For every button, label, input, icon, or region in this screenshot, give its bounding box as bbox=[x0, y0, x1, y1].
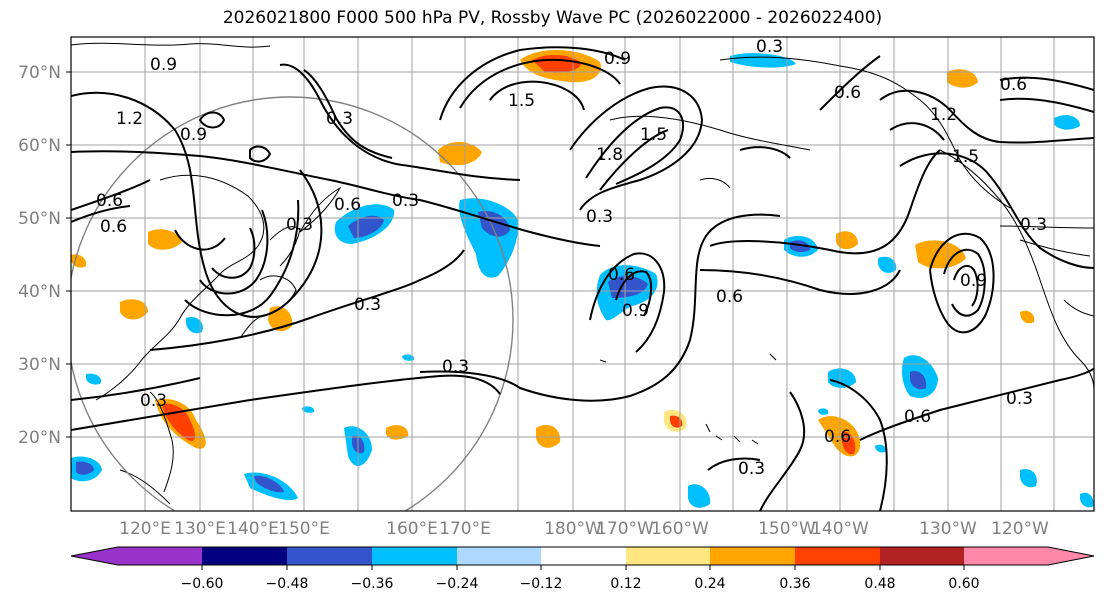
contour-label: 0.6 bbox=[716, 287, 743, 307]
colorbar-tick-label: −0.60 bbox=[181, 576, 224, 592]
contour-label: 1.2 bbox=[116, 109, 143, 129]
lon-label: 180°W bbox=[544, 519, 602, 539]
lat-label: 40°N bbox=[18, 282, 61, 302]
contour-label: 1.5 bbox=[640, 125, 667, 145]
contour-label: 0.6 bbox=[834, 83, 861, 103]
colorbar-segment bbox=[541, 547, 626, 565]
lon-label: 170°W bbox=[596, 519, 654, 539]
pv-anomaly-shading bbox=[71, 50, 1094, 508]
colorbar: −0.60 −0.48 −0.36 −0.24 −0.12 0.12 0.24 … bbox=[70, 546, 1095, 592]
contour-label: 0.3 bbox=[1020, 215, 1047, 235]
map-border bbox=[70, 36, 1095, 512]
lon-label: 130°E bbox=[174, 519, 226, 539]
colorbar-tick-label: 0.48 bbox=[864, 576, 895, 592]
contour-label: 1.5 bbox=[508, 91, 535, 111]
contour-labels: 0.9 0.3 0.9 0.6 0.6 1.2 0.9 1.5 1.8 1.5 … bbox=[96, 37, 1047, 479]
contour-label: 0.9 bbox=[960, 271, 987, 291]
colorbar-segment bbox=[795, 547, 880, 565]
colorbar-tick-label: 0.12 bbox=[610, 576, 641, 592]
lon-label: 170°E bbox=[439, 519, 491, 539]
colorbar-segment bbox=[71, 547, 118, 565]
contour-label: 0.3 bbox=[1006, 389, 1033, 409]
colorbar-segment bbox=[710, 547, 795, 565]
colorbar-tick-label: 0.24 bbox=[694, 576, 725, 592]
contour-label: 0.3 bbox=[326, 109, 353, 129]
contour-label: 1.2 bbox=[930, 105, 957, 125]
colorbar-segment bbox=[118, 547, 202, 565]
colorbar-segment bbox=[1048, 547, 1094, 565]
projection-circle bbox=[71, 96, 514, 511]
contour-label: 0.6 bbox=[608, 265, 635, 285]
colorbar-segment bbox=[372, 547, 457, 565]
contour-label: 0.6 bbox=[96, 191, 123, 211]
lon-label: 140°E bbox=[227, 519, 279, 539]
contour-label: 0.3 bbox=[738, 459, 765, 479]
lat-label: 50°N bbox=[18, 209, 61, 229]
contour-label: 0.3 bbox=[286, 215, 313, 235]
contour-label: 0.3 bbox=[442, 357, 469, 377]
lon-label: 120°E bbox=[119, 519, 171, 539]
colorbar-segment bbox=[202, 547, 287, 565]
contour-label: 0.9 bbox=[150, 55, 177, 75]
lat-label: 30°N bbox=[18, 355, 61, 375]
colorbar-segment bbox=[964, 547, 1048, 565]
longitude-axis: 120°E 130°E 140°E 150°E 160°E 170°E 180°… bbox=[119, 519, 1049, 539]
contour-label: 0.9 bbox=[622, 301, 649, 321]
colorbar-segment bbox=[287, 547, 372, 565]
colorbar-tick-label: −0.24 bbox=[436, 576, 479, 592]
colorbar-tick-label: −0.36 bbox=[351, 576, 394, 592]
contour-label: 0.3 bbox=[354, 295, 381, 315]
lon-label: 160°W bbox=[651, 519, 709, 539]
map-area bbox=[71, 37, 1094, 511]
contour-label: 0.3 bbox=[586, 207, 613, 227]
lat-label: 20°N bbox=[18, 428, 61, 448]
contour-label: 1.5 bbox=[952, 147, 979, 167]
colorbar-tick-label: −0.12 bbox=[520, 576, 563, 592]
contour-label: 0.6 bbox=[904, 407, 931, 427]
contour-label: 0.6 bbox=[334, 195, 361, 215]
lat-label: 60°N bbox=[18, 136, 61, 156]
contour-label: 0.9 bbox=[604, 49, 631, 69]
map-title: 2026021800 F000 500 hPa PV, Rossby Wave … bbox=[222, 8, 883, 28]
lon-label: 160°E bbox=[386, 519, 438, 539]
contour-label: 0.6 bbox=[100, 217, 127, 237]
contour-label: 0.9 bbox=[180, 125, 207, 145]
lon-label: 120°W bbox=[991, 519, 1049, 539]
colorbar-segment bbox=[626, 547, 710, 565]
colorbar-segment bbox=[880, 547, 964, 565]
contour-label: 0.6 bbox=[824, 427, 851, 447]
colorbar-segment bbox=[457, 547, 541, 565]
lon-label: 150°E bbox=[278, 519, 330, 539]
pv-contours bbox=[71, 46, 1094, 511]
contour-label: 0.3 bbox=[756, 37, 783, 57]
colorbar-tick-label: 0.36 bbox=[779, 576, 810, 592]
colorbar-tick-label: −0.48 bbox=[266, 576, 309, 592]
lat-label: 70°N bbox=[18, 63, 61, 83]
lon-label: 140°W bbox=[811, 519, 869, 539]
lon-label: 150°W bbox=[758, 519, 816, 539]
coastlines bbox=[71, 42, 1094, 505]
contour-label: 0.3 bbox=[140, 391, 167, 411]
contour-label: 0.6 bbox=[1000, 75, 1027, 95]
colorbar-tick-label: 0.60 bbox=[948, 576, 979, 592]
latitude-axis: 70°N 60°N 50°N 40°N 30°N 20°N bbox=[18, 63, 71, 448]
lon-label: 130°W bbox=[919, 519, 977, 539]
contour-label: 0.3 bbox=[392, 191, 419, 211]
contour-label: 1.8 bbox=[596, 145, 623, 165]
